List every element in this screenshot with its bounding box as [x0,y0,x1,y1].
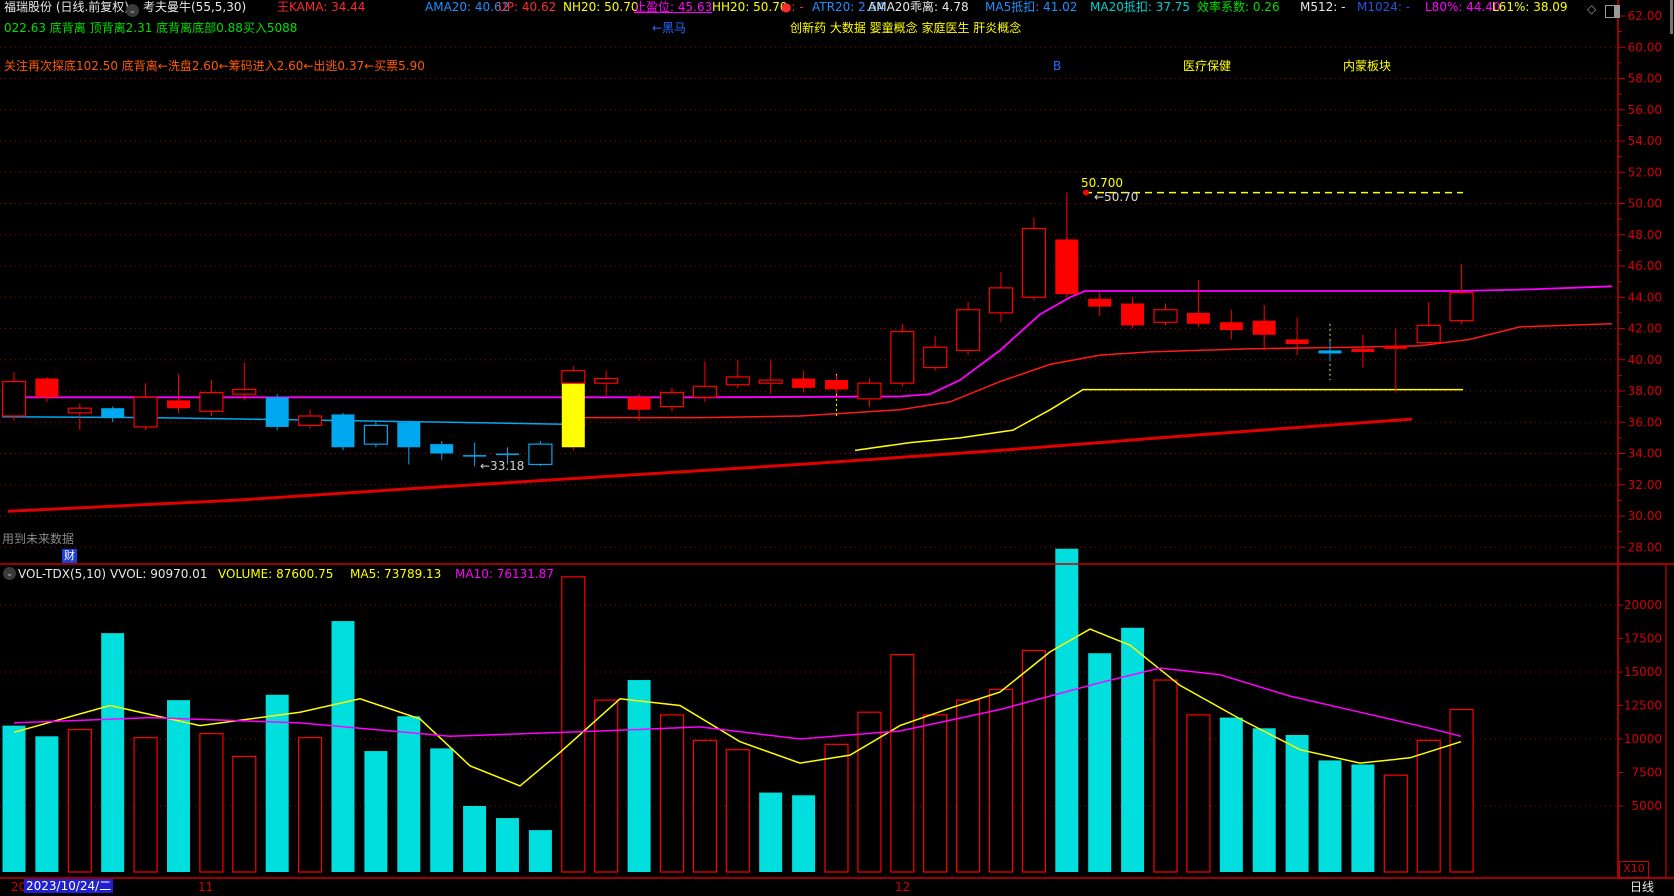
svg-text:17500: 17500 [1624,632,1662,646]
svg-text:20000: 20000 [1624,598,1662,612]
text-token: 创新药 大数据 婴童概念 家庭医生 肝炎概念 [790,21,1022,35]
svg-text:7500: 7500 [1631,766,1662,780]
text-token: ATR20: 2.54 [812,0,885,14]
text-token: VOLUME: 87600.75 [218,567,334,581]
text-token: 022.63 底背离 顶背离2.31 底背离底部0.88买入5088 [4,21,298,35]
svg-text:48.00: 48.00 [1628,228,1662,242]
low-arrow-label: ←33.18 [480,459,525,473]
text-token: 止盈位: 45.63 [634,0,713,14]
scrollbar-thumb[interactable] [1670,0,1673,34]
svg-text:62.00: 62.00 [1628,9,1662,23]
svg-text:34.00: 34.00 [1628,447,1662,461]
text-token: 关注再次探底102.50 底背离←洗盘2.60←筹码进入2.60←出逃0.37←… [4,59,425,73]
text-token: AMA20乖离: 4.78 [868,0,969,14]
text-token: ←黑马 [652,21,687,35]
svg-text:30.00: 30.00 [1628,509,1662,523]
month-tick-labels: 11 12 [0,880,1600,894]
svg-text:46.00: 46.00 [1628,259,1662,273]
svg-text:15000: 15000 [1624,665,1662,679]
text-token: HH20: 50.70 [712,0,788,14]
split-window-icon[interactable] [1605,5,1620,18]
svg-text:32.00: 32.00 [1628,478,1662,492]
chevron-down-icon[interactable]: ⌄ [126,4,139,17]
signal-text-row: 022.63 底背离 顶背离2.31 底背离底部0.88买入5088 ←黑马 创新药… [0,21,1674,35]
text-token: B [1053,59,1062,73]
svg-text:38.00: 38.00 [1628,384,1662,398]
text-token: AMA20: 40.62 [425,0,510,14]
period-label[interactable]: 日线 [1630,880,1655,894]
svg-text:40.00: 40.00 [1628,353,1662,367]
text-token: L80%: 44.40 [1425,0,1501,14]
date-tooltip: 2023/10/24/二 [24,879,114,893]
text-token: MA20抵扣: 37.75 [1090,0,1191,14]
text-token: 考夫曼牛(55,5,30) [143,0,247,14]
svg-text:56.00: 56.00 [1628,103,1662,117]
scale-multiplier-box[interactable]: X10 [1619,861,1649,878]
note-text-row: 关注再次探底102.50 底背离←洗盘2.60←筹码进入2.60←出逃0.37←… [0,59,1674,73]
text-token: 12 [895,880,911,894]
diamond-icon[interactable]: ◇ [1587,2,1597,16]
svg-text:50.00: 50.00 [1628,197,1662,211]
svg-text:12500: 12500 [1624,699,1662,713]
text-token: ●: - [781,0,804,14]
svg-text:36.00: 36.00 [1628,415,1662,429]
year-partial-label: 20 [11,880,27,894]
svg-text:42.00: 42.00 [1628,322,1662,336]
volume-header-row: VOL-TDX(5,10) VVOL: 90970.01 VOLUME: 87600… [0,567,1400,581]
text-token: 11 [198,880,214,894]
future-data-note: 用到未来数据 [2,532,75,546]
svg-text:54.00: 54.00 [1628,134,1662,148]
text-token: 医疗保健 [1183,59,1232,73]
svg-text:5000: 5000 [1631,799,1662,813]
text-token: L61%: 38.09 [1492,0,1568,14]
text-token: M1024: - [1357,0,1411,14]
text-token: 效率系数: 0.26 [1197,0,1280,14]
finance-tag[interactable]: 财 [62,549,77,563]
text-token: MA10: 76131.87 [455,567,554,581]
svg-text:10000: 10000 [1624,732,1662,746]
text-token: MA5抵扣: 41.02 [985,0,1078,14]
text-token: M512: - [1300,0,1346,14]
text-token: NH20: 50.70 [563,0,639,14]
high-price-label: 50.700 [1081,176,1123,190]
svg-text:44.00: 44.00 [1628,290,1662,304]
svg-text:28.00: 28.00 [1628,540,1662,554]
text-token: VOL-TDX(5,10) [18,567,107,581]
high-arrow-label: ←50.70 [1094,190,1139,204]
svg-text:52.00: 52.00 [1628,165,1662,179]
indicator-header-row: 福瑞股份 (日线.前复权) 考夫曼牛(55,5,30) 王KAMA: 34.44 AM… [0,0,1674,14]
text-token: 内蒙板块 [1343,59,1392,73]
text-token: VVOL: 90970.01 [110,567,208,581]
svg-text:60.00: 60.00 [1628,40,1662,54]
text-token: 王KAMA: 34.44 [277,0,366,14]
vol-chevron-down-icon[interactable]: ⌄ [3,567,16,580]
text-token: UP: 40.62 [498,0,557,14]
text-token: 福瑞股份 (日线.前复权) [4,0,129,14]
text-token: MA5: 73789.13 [350,567,442,581]
svg-text:58.00: 58.00 [1628,72,1662,86]
